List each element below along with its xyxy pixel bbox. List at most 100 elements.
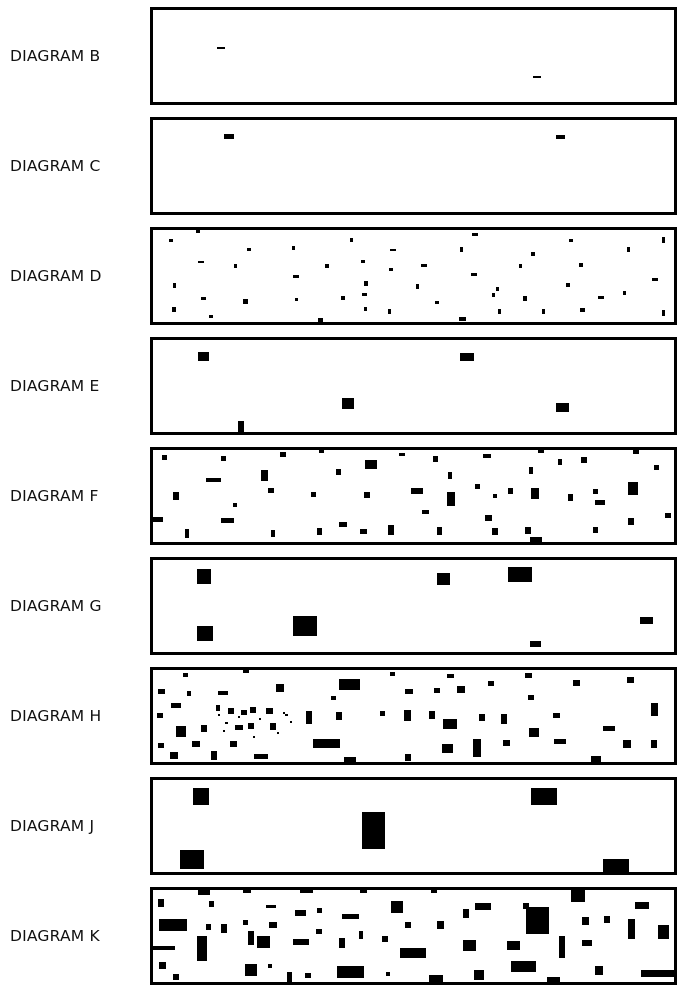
spot: [243, 670, 249, 673]
spot: [162, 455, 167, 460]
spot: [390, 249, 396, 251]
spot: [305, 973, 311, 978]
spot: [411, 488, 423, 494]
spot: [361, 260, 365, 263]
spot: [386, 972, 390, 976]
spot: [496, 287, 499, 291]
diagram-label: DIAGRAM B: [10, 47, 101, 65]
spot: [317, 908, 322, 913]
spot: [498, 309, 501, 314]
spot: [437, 527, 442, 535]
spot: [250, 707, 256, 713]
spot: [523, 296, 527, 301]
spot: [339, 679, 360, 690]
diagram-box: [150, 447, 677, 545]
spot: [507, 941, 520, 950]
spot: [554, 739, 566, 744]
spot: [448, 472, 452, 479]
spot: [248, 931, 254, 945]
spot: [538, 450, 544, 453]
spot: [556, 135, 565, 139]
spot: [311, 492, 316, 497]
spot: [217, 47, 225, 49]
spot: [336, 469, 341, 475]
spot: [566, 283, 570, 287]
spot: [230, 741, 237, 747]
spot: [405, 689, 413, 694]
spot: [405, 754, 411, 761]
spot: [473, 739, 481, 757]
spot: [582, 917, 589, 925]
spot: [437, 573, 450, 585]
spot: [331, 696, 336, 700]
diagram-box: [150, 117, 677, 215]
spot: [157, 713, 163, 718]
spot: [431, 890, 437, 893]
spot: [628, 482, 638, 495]
spot: [573, 680, 580, 686]
spot: [479, 714, 485, 721]
spot: [270, 723, 276, 730]
spot: [581, 457, 587, 463]
spot-pattern: [153, 450, 671, 542]
spot: [287, 972, 292, 982]
spot: [435, 301, 439, 304]
spot: [159, 919, 187, 931]
spot: [442, 744, 453, 753]
spot-pattern: [224, 134, 565, 139]
spot: [519, 264, 522, 268]
spot: [598, 296, 604, 299]
spot: [196, 230, 200, 233]
spot: [238, 421, 244, 432]
spot: [293, 939, 309, 945]
spot: [474, 970, 484, 980]
spot: [641, 970, 674, 977]
spot: [268, 488, 274, 493]
spot: [553, 713, 560, 718]
diagram-row-g: DIAGRAM G: [0, 557, 683, 655]
diagram-box: [150, 667, 677, 765]
spot: [472, 233, 478, 236]
spot: [593, 527, 598, 533]
spot: [266, 708, 273, 714]
diagram-label: DIAGRAM C: [10, 157, 101, 175]
spot: [627, 247, 630, 252]
spot: [209, 901, 214, 907]
spot: [269, 922, 277, 928]
spot: [360, 890, 367, 893]
spot: [628, 518, 634, 525]
spot: [603, 859, 629, 872]
spot: [529, 467, 533, 474]
spot: [257, 936, 270, 948]
spot: [316, 929, 322, 934]
spot: [342, 398, 354, 409]
spot: [362, 293, 367, 296]
spot: [359, 931, 363, 939]
spot: [460, 353, 474, 361]
spot: [404, 710, 411, 721]
spot: [595, 500, 605, 505]
spot: [627, 677, 634, 683]
spot: [295, 910, 306, 916]
spot: [529, 728, 539, 737]
spot: [434, 688, 440, 693]
spot: [292, 246, 295, 250]
spot: [665, 513, 671, 518]
diagram-box: [150, 227, 677, 325]
spot: [508, 488, 513, 494]
spot: [197, 626, 213, 641]
spot: [475, 484, 480, 489]
spot: [313, 739, 340, 748]
spot: [277, 732, 279, 734]
spot: [443, 719, 457, 729]
spot: [437, 921, 444, 929]
spot: [224, 134, 234, 139]
spot: [488, 681, 494, 686]
spot: [604, 916, 610, 923]
spot: [364, 307, 367, 311]
spot: [172, 307, 176, 312]
spot: [198, 261, 204, 263]
spot: [253, 736, 255, 738]
diagram-box: [150, 7, 677, 105]
spot: [271, 530, 275, 537]
